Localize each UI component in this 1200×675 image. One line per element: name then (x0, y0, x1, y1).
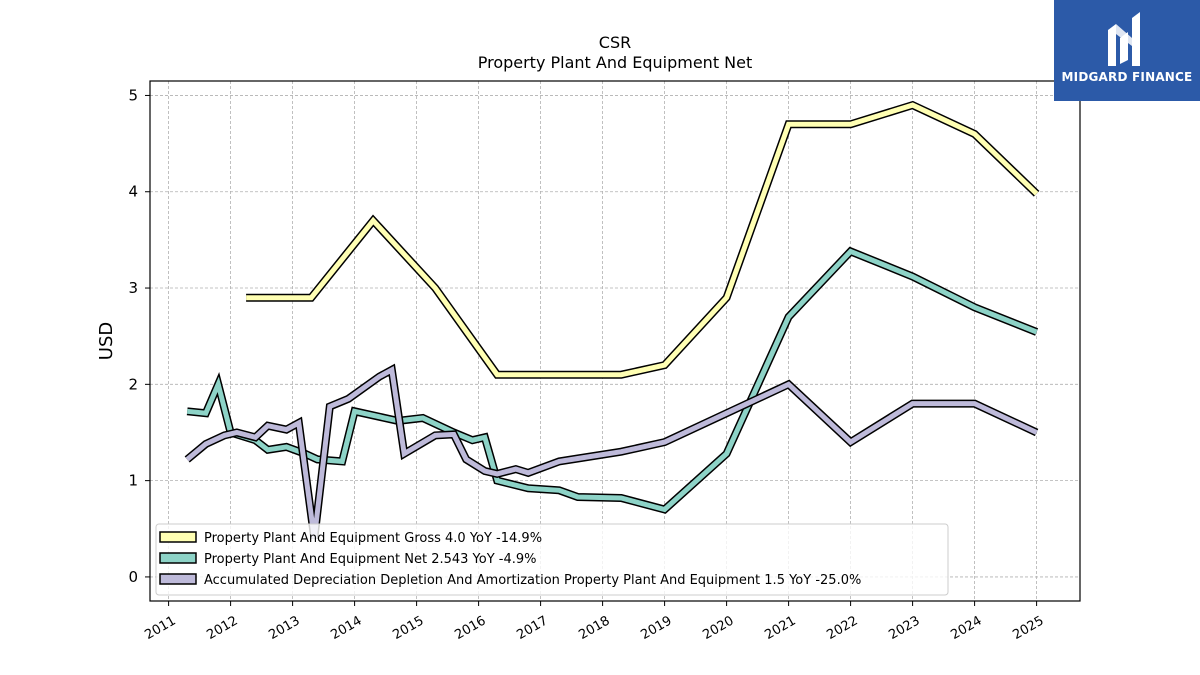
legend-entry: Property Plant And Equipment Net 2.543 Y… (204, 552, 537, 567)
legend: Property Plant And Equipment Gross 4.0 Y… (155, 523, 949, 596)
x-tick-label: 2018 (576, 613, 612, 643)
x-tick-label: 2025 (1010, 613, 1046, 643)
legend-swatch (159, 573, 197, 585)
x-tick-label: 2020 (700, 613, 736, 643)
series-line (185, 366, 1038, 539)
plot-area-frame (149, 80, 1081, 602)
y-axis-label: USD (96, 322, 117, 360)
x-tick-label: 2014 (328, 613, 364, 643)
x-tick-label: 2015 (390, 613, 426, 643)
series-line (246, 102, 1039, 378)
x-ticks: 2011 2012 2013 2014 2015 2016 2017 2018 2019 2020… (142, 601, 1047, 643)
x-tick-label: 2024 (948, 613, 984, 643)
series-line (186, 248, 1038, 513)
legend-swatch (159, 531, 197, 543)
grid (150, 81, 1080, 601)
x-tick-label: 2022 (824, 613, 860, 643)
series-outline (246, 100, 1040, 379)
midgard-finance-logo: MIDGARD FINANCE (1054, 0, 1200, 101)
x-tick-label: 2013 (266, 613, 302, 643)
x-tick-label: 2011 (142, 613, 178, 643)
legend-box (155, 523, 949, 596)
y-ticks: 0 1 2 3 4 5 (128, 86, 150, 586)
y-tick-label: 1 (128, 472, 138, 490)
y-tick-label: 5 (128, 86, 138, 104)
legend-entry: Property Plant And Equipment Gross 4.0 Y… (204, 531, 542, 546)
chart-title: CSR (599, 33, 631, 52)
legend-swatch (159, 552, 197, 564)
y-tick-label: 3 (128, 279, 138, 297)
chart-subtitle: Property Plant And Equipment Net (478, 53, 753, 72)
legend-entry: Accumulated Depreciation Depletion And A… (204, 573, 861, 588)
x-tick-label: 2012 (204, 613, 240, 643)
x-tick-label: 2019 (638, 613, 674, 643)
logo-text: MIDGARD FINANCE (1061, 70, 1193, 84)
y-tick-label: 0 (128, 568, 138, 586)
y-tick-label: 2 (128, 375, 138, 393)
x-tick-label: 2021 (762, 613, 798, 643)
x-tick-label: 2017 (514, 613, 550, 643)
x-tick-label: 2016 (452, 613, 488, 643)
series-group (184, 100, 1040, 539)
logo-mark-icon (1108, 12, 1140, 66)
y-tick-label: 4 (128, 183, 138, 201)
x-tick-label: 2023 (886, 613, 922, 643)
